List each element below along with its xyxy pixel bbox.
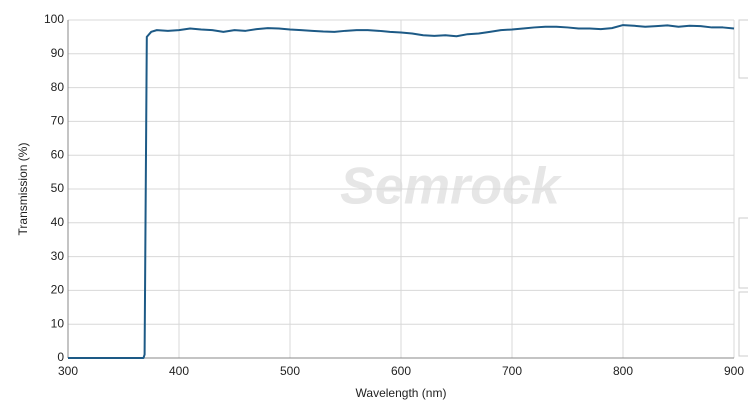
y-tick-label: 10 [51, 316, 65, 330]
x-tick-label: 600 [391, 364, 411, 378]
y-tick-label: 60 [51, 147, 65, 161]
side-panel [738, 19, 748, 79]
y-tick-label: 90 [51, 46, 65, 60]
side-panel [738, 217, 748, 289]
x-tick-label: 900 [724, 364, 744, 378]
y-tick-label: 80 [51, 80, 65, 94]
x-tick-label: 300 [58, 364, 78, 378]
data-line [68, 24, 735, 359]
x-tick-label: 700 [502, 364, 522, 378]
x-tick-label: 800 [613, 364, 633, 378]
watermark: Semrock [340, 158, 563, 216]
side-panel [738, 291, 748, 357]
x-tick-label: 400 [169, 364, 189, 378]
y-tick-label: 100 [44, 12, 64, 26]
y-axis-label: Transmission (%) [16, 143, 30, 236]
y-tick-label: 20 [51, 283, 65, 297]
y-tick-label: 0 [57, 350, 64, 364]
y-tick-label: 40 [51, 215, 65, 229]
y-tick-label: 30 [51, 249, 65, 263]
x-axis-label: Wavelength (nm) [356, 386, 447, 400]
y-tick-label: 70 [51, 114, 65, 128]
y-tick-label: 50 [51, 181, 65, 195]
x-tick-label: 500 [280, 364, 300, 378]
